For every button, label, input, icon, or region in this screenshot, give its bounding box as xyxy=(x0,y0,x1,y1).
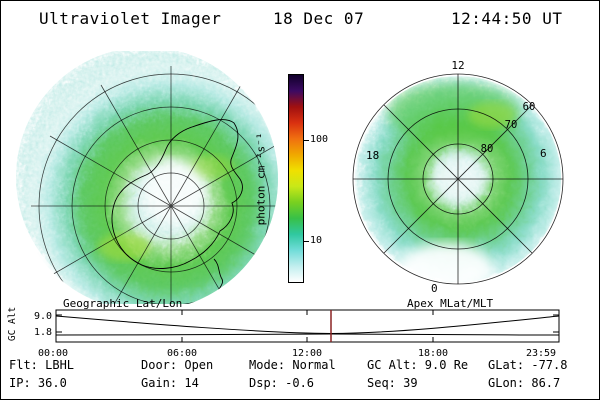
x-tick-2359: 23:59 xyxy=(526,348,556,359)
colorbar-tick-mark-10 xyxy=(304,241,309,242)
colorbar-label-box: photon cm⁻²s⁻¹ xyxy=(249,74,273,283)
status-ip: IP: 36.0 xyxy=(9,376,67,390)
apex-mlat-mlt-panel: 12 18 6 0 80 70 60 xyxy=(352,59,564,295)
status-gc-alt: GC Alt: 9.0 Re xyxy=(367,358,469,372)
mlt-label-18: 18 xyxy=(366,149,379,162)
midnight-gap xyxy=(398,243,494,282)
date-display: 18 Dec 07 xyxy=(273,9,365,28)
mlt-label-12: 12 xyxy=(451,59,464,72)
altitude-curve xyxy=(55,315,560,336)
colorbar-gradient xyxy=(288,74,304,283)
y-tick-9: 9.0 xyxy=(34,311,52,322)
x-tick-1800: 18:00 xyxy=(418,348,448,359)
mlt-label-0: 0 xyxy=(431,282,438,295)
left-panel-caption: Geographic Lat/Lon xyxy=(63,297,182,310)
axis-ticks xyxy=(55,310,560,342)
mlt-label-6: 6 xyxy=(540,147,547,160)
mlat-label-60: 60 xyxy=(523,101,536,113)
x-tick-0600: 06:00 xyxy=(167,348,197,359)
mlat-label-70: 70 xyxy=(505,119,518,131)
x-tick-0000: 00:00 xyxy=(38,348,68,359)
status-glat: GLat: -77.8 xyxy=(488,358,568,372)
mlat-label-80: 80 xyxy=(481,143,494,155)
lat-lon-grid xyxy=(31,66,278,304)
colorbar-tick-10: 10 xyxy=(310,235,323,246)
right-panel-caption: Apex MLat/MLT xyxy=(407,297,493,310)
polar-cap-gap xyxy=(142,161,206,225)
mlat-mlt-grid xyxy=(352,73,564,285)
page-title: Ultraviolet Imager xyxy=(39,9,222,28)
antarctica-coastline xyxy=(111,119,243,292)
status-flt: Flt: LBHL xyxy=(9,358,75,372)
x-tick-1200: 12:00 xyxy=(292,348,322,359)
colorbar-tick-mark-100 xyxy=(304,140,309,141)
status-seq: Seq: 39 xyxy=(367,376,418,390)
geographic-map-panel xyxy=(16,51,278,304)
status-gain: Gain: 14 xyxy=(141,376,199,390)
status-glon: GLon: 86.7 xyxy=(488,376,561,390)
time-display: 12:44:50 UT xyxy=(451,9,563,28)
status-door: Door: Open xyxy=(141,358,214,372)
gc-alt-timeline: Geographic Lat/Lon Apex MLat/MLT GC Alt … xyxy=(7,297,560,359)
status-mode: Mode: Normal xyxy=(249,358,336,372)
status-dsp: Dsp: -0.6 xyxy=(249,376,315,390)
colorbar-tick-100: 100 xyxy=(310,134,329,145)
y-tick-1-8: 1.8 xyxy=(34,327,52,338)
y-axis-label: GC Alt xyxy=(7,307,18,341)
colorbar-label: photon cm⁻²s⁻¹ xyxy=(254,132,268,225)
